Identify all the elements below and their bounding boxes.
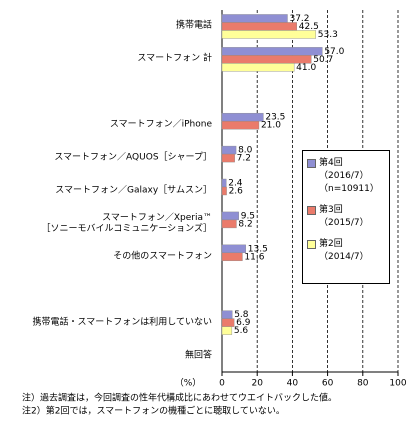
bar — [221, 178, 227, 188]
bar — [221, 47, 323, 56]
bar — [221, 310, 233, 319]
bar — [221, 211, 239, 221]
data-label: 13.5 — [248, 244, 268, 254]
data-label: 9.5 — [241, 211, 255, 221]
x-tick-label: 80 — [357, 379, 369, 389]
note: 注）過去調査は，今回調査の性年代構成比にあわせてウエイトバックした値。 — [22, 392, 337, 404]
data-label: 2.4 — [228, 179, 243, 189]
data-label: 2.6 — [229, 187, 244, 197]
data-label: 21.0 — [261, 121, 281, 131]
data-label: 53.3 — [318, 30, 338, 40]
category-label: 携帯電話 — [175, 20, 212, 31]
legend-label: 第2回 （2014/7） — [319, 239, 369, 262]
data-label: 8.0 — [238, 146, 253, 156]
data-label: 6.9 — [236, 318, 251, 328]
x-tick-label: 100 — [389, 379, 406, 389]
x-tick-label: 60 — [322, 379, 334, 389]
data-label: 50.7 — [313, 55, 333, 65]
data-label: 11.6 — [244, 252, 264, 262]
legend-label: 第4回 （2016/7） （n=10911） — [319, 158, 379, 194]
bar — [221, 252, 243, 262]
category-label: スマートフォン 計 — [137, 53, 212, 64]
legend-entry: 第3回 （2015/7） — [307, 204, 385, 230]
x-tick-label: 40 — [287, 379, 299, 389]
data-label: 23.5 — [265, 113, 285, 123]
bar — [221, 244, 246, 254]
x-axis-label: （%） — [175, 378, 202, 389]
data-label: 37.2 — [289, 14, 309, 24]
data-label: 7.2 — [237, 154, 251, 164]
category-label: スマートフォン／iPhone — [109, 119, 212, 130]
category-label: その他のスマートフォン — [113, 251, 212, 262]
x-tick-label: 20 — [251, 379, 263, 389]
category-label: スマートフォン／Galaxy［サムスン］ — [55, 185, 212, 196]
legend-entry: 第2回 （2014/7） — [307, 238, 385, 264]
category-label: スマートフォン／Xperia™ ［ソニーモバイルコミュニケーションズ］ — [41, 212, 212, 234]
bar — [221, 219, 237, 229]
data-label: 8.2 — [238, 219, 252, 229]
bar — [221, 120, 260, 130]
legend-entry: 第4回 （2016/7） （n=10911） — [307, 157, 385, 196]
data-label: 57.0 — [324, 47, 344, 57]
bar — [221, 30, 317, 39]
legend-swatch — [307, 240, 316, 249]
x-tick-label: 0 — [219, 379, 225, 389]
bar — [221, 186, 227, 196]
data-label: 42.5 — [299, 22, 319, 32]
legend-swatch — [307, 159, 316, 168]
category-label: 携帯電話・スマートフォンは利用していない — [32, 317, 212, 328]
data-label: 41.0 — [296, 63, 316, 73]
bar — [221, 63, 295, 72]
legend-swatch — [307, 206, 316, 215]
bar — [221, 326, 233, 335]
bar — [221, 112, 264, 122]
bar — [221, 145, 237, 155]
bar — [221, 318, 235, 327]
category-label: スマートフォン／AQUOS［シャープ］ — [54, 152, 212, 163]
data-label: 5.8 — [234, 310, 249, 320]
data-label: 5.6 — [234, 326, 249, 336]
note: 注2）第2回では，スマートフォンの機種ごとに聴取していない。 — [22, 405, 285, 417]
bar — [221, 14, 288, 23]
category-label: 無回答 — [184, 350, 212, 361]
bar — [221, 22, 298, 31]
legend-label: 第3回 （2015/7） — [319, 205, 369, 228]
legend: 第4回 （2016/7） （n=10911） 第3回 （2015/7） 第2回 （2… — [302, 150, 390, 284]
bar — [221, 153, 235, 163]
